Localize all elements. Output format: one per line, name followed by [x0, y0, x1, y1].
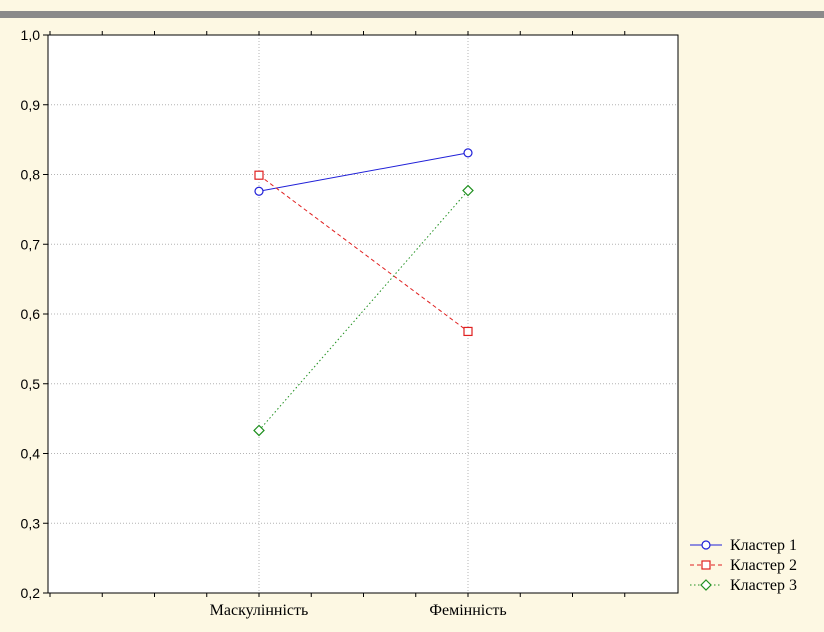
- legend-item-2: Кластер 2: [690, 557, 797, 574]
- legend-label: Кластер 3: [730, 577, 797, 594]
- y-tick-label: 0,8: [21, 167, 41, 183]
- series-1-point: [463, 148, 473, 158]
- series-2-point: [254, 170, 264, 180]
- window-top-bar: [0, 11, 824, 18]
- y-tick-label: 1,0: [21, 27, 41, 43]
- legend-label: Кластер 2: [730, 557, 797, 574]
- y-tick-label: 0,2: [21, 585, 41, 601]
- x-tick-label: Маскулінність: [210, 602, 309, 619]
- legend-label: Кластер 1: [730, 537, 797, 554]
- series-2: [254, 170, 473, 337]
- legend-marker: [700, 579, 712, 591]
- y-axis-ticks: 0,2 0,3 0,4 0,5 0,6 0,7 0,8 0,9 1,0: [21, 27, 48, 601]
- legend-marker: [701, 560, 711, 570]
- series-3-line: [258, 190, 469, 431]
- legend-item-1: Кластер 1: [690, 537, 797, 554]
- series-1-line: [258, 152, 469, 192]
- y-tick-label: 0,3: [21, 515, 41, 531]
- legend-item-3: Кластер 3: [690, 577, 797, 594]
- series-1-point: [254, 186, 264, 196]
- series-3-point: [253, 424, 265, 437]
- x-axis-ticks: Маскулінність Фемінність: [49, 31, 626, 619]
- series-3: [253, 184, 474, 437]
- series-2-line: [258, 174, 469, 332]
- plot-frame: [47, 34, 679, 594]
- x-tick-label: Фемінність: [429, 602, 506, 619]
- legend-marker: [701, 540, 711, 550]
- series-3-point: [462, 184, 474, 197]
- legend: Кластер 1 Кластер 2 Кластер 3: [690, 537, 797, 594]
- series-1: [254, 148, 473, 196]
- y-tick-label: 0,9: [21, 97, 41, 113]
- y-tick-label: 0,7: [21, 236, 41, 252]
- series-2-point: [463, 326, 473, 337]
- y-tick-label: 0,4: [21, 446, 41, 462]
- y-tick-label: 0,5: [21, 376, 41, 392]
- series-lines: [253, 148, 474, 437]
- grid-lines: [48, 35, 678, 593]
- y-tick-label: 0,6: [21, 306, 41, 322]
